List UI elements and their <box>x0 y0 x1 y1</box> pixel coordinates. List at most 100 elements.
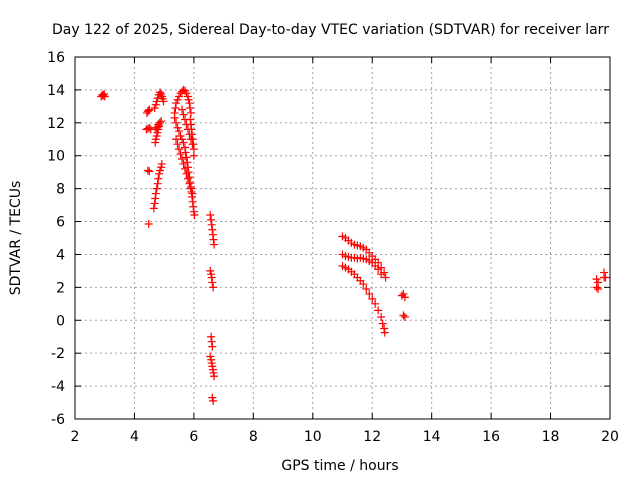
data-point-arc-2 <box>178 155 186 164</box>
y-tick-label: -4 <box>51 379 65 395</box>
data-point-arc-1 <box>152 131 161 140</box>
data-point-arc-2 <box>185 179 194 188</box>
grid <box>75 57 610 419</box>
data-point-arc-2 <box>179 110 188 119</box>
data-point-arc-2 <box>186 135 195 144</box>
data-point-arc-2 <box>181 148 190 157</box>
x-tick-label: 2 <box>71 429 80 445</box>
y-tick-label: -2 <box>51 346 65 362</box>
data-point-arc-3 <box>365 289 374 298</box>
data-point-arc-3 <box>381 273 390 282</box>
data-point-arc-2 <box>183 125 192 134</box>
data-point-arc-3 <box>374 265 383 274</box>
data-point-arc-2 <box>175 145 184 154</box>
y-tick-labels: -6 -4 -2 0 2 4 6 8 10 12 14 16 <box>47 50 65 428</box>
data-point-arc-1 <box>152 123 161 132</box>
y-tick-label: -6 <box>51 412 65 428</box>
data-point-drop-6.6 <box>206 352 215 361</box>
data-point-drop-6.6 <box>208 342 217 351</box>
data-point-arc-2 <box>183 174 192 183</box>
data-point-arc-3 <box>362 285 371 294</box>
y-tick-label: 6 <box>56 215 65 231</box>
data-point-arc-2 <box>182 120 191 129</box>
x-tick-label: 14 <box>423 429 441 445</box>
data-point-arc-2 <box>188 140 197 149</box>
y-tick-label: 10 <box>47 149 65 165</box>
data-point-drop-6.6 <box>206 210 215 219</box>
data-point-arc-2 <box>190 210 199 219</box>
data-point-cluster-13 <box>399 311 408 320</box>
data-point-arc-2 <box>173 140 182 149</box>
data-point-drop-6.6 <box>206 266 215 275</box>
data-point-cluster-19.6 <box>594 285 603 294</box>
data-point-arc-2 <box>170 113 179 122</box>
data-point-arc-1 <box>155 118 164 127</box>
data-point-arc-3 <box>380 328 389 337</box>
data-point-arc-2 <box>186 184 195 193</box>
data-point-arc-1 <box>152 97 161 106</box>
data-point-arc-1 <box>157 159 166 168</box>
data-point-drop-6.6 <box>210 372 219 381</box>
data-point-arc-2 <box>175 127 184 136</box>
x-tick-label: 10 <box>304 429 322 445</box>
data-point-arc-3 <box>359 280 368 289</box>
data-point-arc-2 <box>179 159 188 168</box>
x-tick-label: 18 <box>542 429 560 445</box>
data-point-cluster-b <box>144 220 153 229</box>
data-point-arc-1 <box>156 166 165 175</box>
x-tick-label: 12 <box>363 429 381 445</box>
data-point-cluster-b <box>145 167 154 176</box>
x-tick-label: 4 <box>130 429 139 445</box>
plot-frame <box>74 56 611 420</box>
data-point-arc-1 <box>151 189 160 198</box>
x-axis-title: GPS time / hours <box>281 458 398 474</box>
data-point-arc-1 <box>156 88 165 97</box>
data-point-arc-1 <box>154 174 163 183</box>
data-point-arc-1 <box>155 169 164 178</box>
data-point-arc-3 <box>368 294 377 303</box>
y-tick-label: 4 <box>56 247 65 263</box>
data-point-arc-2 <box>172 118 181 127</box>
data-point-cluster-b <box>145 123 154 132</box>
data-points <box>97 85 610 405</box>
y-tick-label: 8 <box>56 182 65 198</box>
data-point-arc-3 <box>377 312 386 321</box>
x-tick-labels: 2 4 6 8 10 12 14 16 18 20 <box>71 429 619 445</box>
chart-title: Day 122 of 2025, Sidereal Day-to-day VTE… <box>52 22 609 38</box>
data-point-drop-6.6 <box>208 278 217 287</box>
data-point-arc-1 <box>150 104 159 113</box>
data-point-arc-3 <box>374 306 383 315</box>
data-point-drop-6.6 <box>209 396 218 405</box>
data-point-arc-2 <box>182 153 191 162</box>
data-point-arc-1 <box>151 135 160 144</box>
data-point-arc-3 <box>371 299 380 308</box>
data-point-arc-1 <box>159 97 168 106</box>
data-point-arc-2 <box>175 92 184 101</box>
data-point-arc-2 <box>172 135 181 144</box>
data-point-arc-2 <box>189 151 198 160</box>
x-tick-label: 16 <box>482 429 500 445</box>
data-point-cluster-a <box>100 92 109 101</box>
data-point-arc-2 <box>182 169 191 178</box>
data-point-arc-2 <box>176 150 185 159</box>
y-tick-label: 12 <box>47 116 65 132</box>
data-point-arc-1 <box>153 94 162 103</box>
x-tick-label: 20 <box>601 429 619 445</box>
data-point-arc-2 <box>184 95 193 104</box>
y-axis-title: SDTVAR / TECUs <box>8 181 24 296</box>
data-point-arc-2 <box>180 164 189 173</box>
data-point-cluster-19.6 <box>592 275 601 284</box>
y-tick-label: 2 <box>56 280 65 296</box>
data-point-arc-2 <box>182 89 191 98</box>
data-point-arc-2 <box>188 189 197 198</box>
data-point-arc-1 <box>154 120 163 129</box>
data-point-arc-2 <box>172 99 181 108</box>
data-point-arc-3 <box>378 319 387 328</box>
data-point-arc-2 <box>176 131 185 140</box>
x-tick-label: 6 <box>189 429 198 445</box>
data-point-arc-2 <box>173 123 182 132</box>
data-point-drop-6.6 <box>208 393 217 402</box>
data-point-cluster-13 <box>400 312 409 321</box>
y-tick-label: 0 <box>56 313 65 329</box>
